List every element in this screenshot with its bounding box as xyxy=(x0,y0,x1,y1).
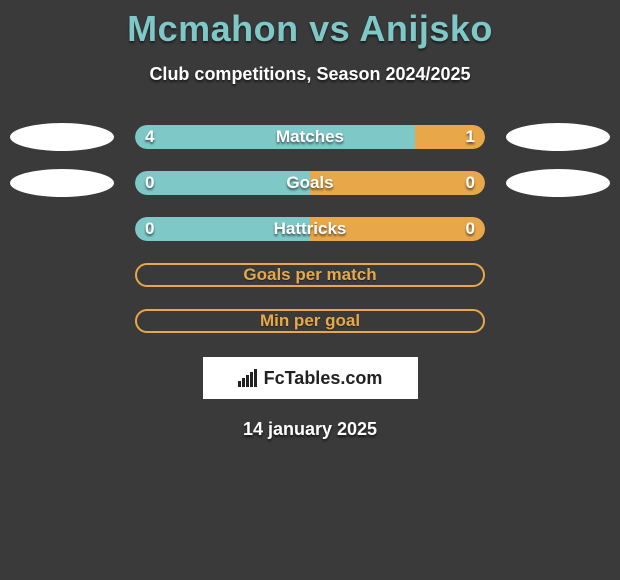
stat-row: 0 0 Hattricks xyxy=(0,217,620,241)
stat-row: 4 1 Matches xyxy=(0,125,620,149)
player-marker-right xyxy=(506,123,610,151)
bar-fill-left xyxy=(135,171,310,195)
brand-box: FcTables.com xyxy=(203,357,418,399)
bar-value-left: 0 xyxy=(145,173,154,193)
bar-value-left: 0 xyxy=(145,219,154,239)
bar-chart-icon xyxy=(238,369,260,387)
bar-label: Goals per match xyxy=(243,265,376,285)
stats-rows: 4 1 Matches 0 0 Goals 0 0 Hattricks Goals per mat… xyxy=(0,125,620,333)
bar-value-right: 0 xyxy=(466,219,475,239)
bar-fill-right xyxy=(310,171,485,195)
outline-bar: Goals per match xyxy=(135,263,485,287)
bar-label: Matches xyxy=(276,127,344,147)
comparison-bar: 4 1 Matches xyxy=(135,125,485,149)
page-title: Mcmahon vs Anijsko xyxy=(127,8,493,50)
date-label: 14 january 2025 xyxy=(243,419,377,440)
brand-text: FcTables.com xyxy=(264,368,383,389)
stat-row: Min per goal xyxy=(0,309,620,333)
stat-row: Goals per match xyxy=(0,263,620,287)
bar-value-left: 4 xyxy=(145,127,154,147)
container: Mcmahon vs Anijsko Club competitions, Se… xyxy=(0,0,620,440)
page-subtitle: Club competitions, Season 2024/2025 xyxy=(149,64,470,85)
bar-value-right: 0 xyxy=(466,173,475,193)
comparison-bar: 0 0 Goals xyxy=(135,171,485,195)
comparison-bar: 0 0 Hattricks xyxy=(135,217,485,241)
bar-label: Goals xyxy=(286,173,333,193)
player-marker-right xyxy=(506,169,610,197)
player-marker-left xyxy=(10,123,114,151)
bar-label: Min per goal xyxy=(260,311,360,331)
stat-row: 0 0 Goals xyxy=(0,171,620,195)
player-marker-left xyxy=(10,169,114,197)
bar-value-right: 1 xyxy=(466,127,475,147)
outline-bar: Min per goal xyxy=(135,309,485,333)
bar-label: Hattricks xyxy=(274,219,347,239)
